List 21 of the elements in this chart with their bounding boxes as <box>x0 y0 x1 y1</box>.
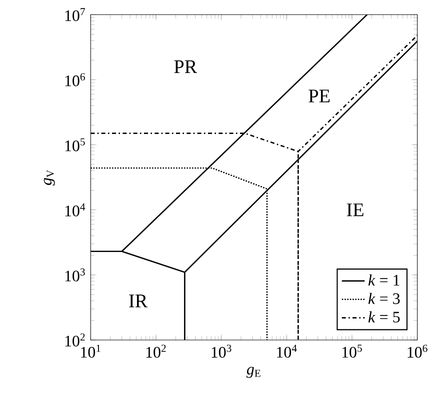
annotation: IR <box>129 294 148 308</box>
x-tick-label: 10$^{6}$ <box>408 344 428 358</box>
y-tick-label: 10$^{4}$ <box>65 203 86 216</box>
y-axis-title: g$_{V}$ <box>44 170 55 186</box>
y-tick-label: 10$^{7}$ <box>65 8 85 22</box>
x-tick-label: 10$^{1}$ <box>81 344 100 358</box>
y-tick-label: 10$^{6}$ <box>65 73 85 86</box>
x-tick-label: 10$^{3}$ <box>212 344 232 358</box>
y-tick-label: 10$^{2}$ <box>65 333 85 346</box>
y-tick-label: 10$^{3}$ <box>65 268 85 282</box>
x-tick-label: 10$^{5}$ <box>342 344 362 358</box>
annotation: PE <box>308 90 330 102</box>
y-tick-label: 10$^{5}$ <box>65 138 85 152</box>
legend-label: k = 1 <box>368 274 400 286</box>
annotation: PR <box>174 60 198 73</box>
x-axis-title: g$_{E}$ <box>246 366 260 378</box>
legend-label: k = 3 <box>368 292 400 304</box>
x-tick-label: 10$^{2}$ <box>146 344 166 358</box>
legend-label: k = 5 <box>368 311 400 323</box>
x-tick-label: 10$^{4}$ <box>277 344 297 358</box>
annotation: IE <box>346 204 364 216</box>
